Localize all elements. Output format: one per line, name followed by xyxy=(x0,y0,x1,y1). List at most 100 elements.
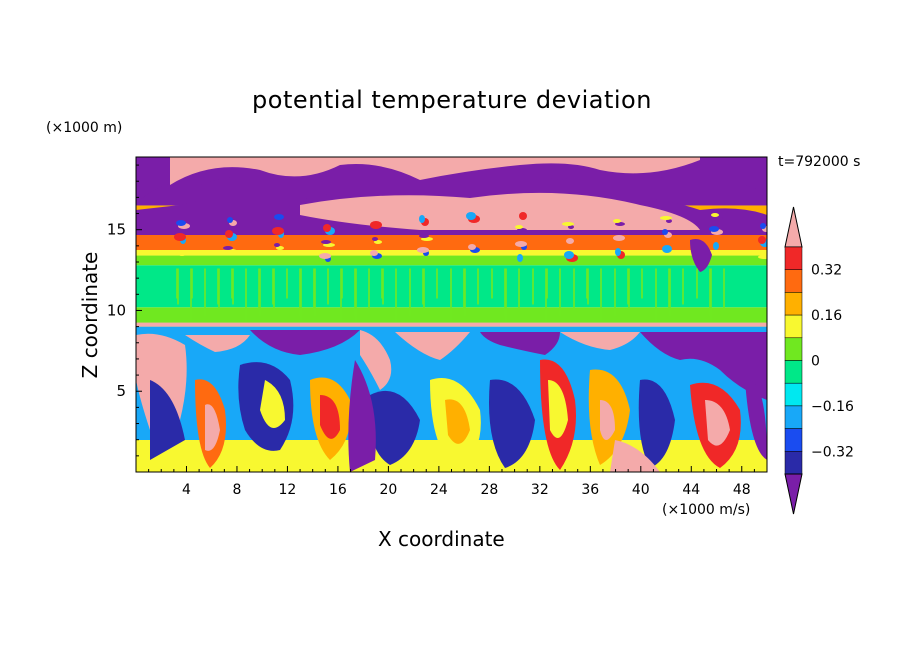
field-blob xyxy=(225,230,233,238)
field-streak xyxy=(341,268,343,299)
colorbar-box xyxy=(784,382,803,407)
field-blob xyxy=(760,223,766,229)
colorbar-box xyxy=(784,269,803,293)
field-blob xyxy=(321,240,331,244)
colorbar-box xyxy=(784,337,803,361)
field-plume-21 xyxy=(548,380,568,438)
field-band-13-5 xyxy=(136,249,767,256)
field-streak xyxy=(191,268,193,299)
field-streak xyxy=(436,268,438,299)
x-ticks: 4 8 12 16 20 24 28 32 36 40 44 48 xyxy=(148,466,755,498)
field-blob xyxy=(615,222,625,226)
field-plume-24 xyxy=(638,379,675,468)
field-blob xyxy=(174,233,186,241)
heatmap-field xyxy=(136,157,767,472)
x-tick-label: 12 xyxy=(279,482,297,498)
field-blob xyxy=(517,228,527,232)
colorbar-label: −0.32 xyxy=(811,444,854,460)
field-blob xyxy=(566,238,574,244)
field-blob xyxy=(370,250,378,256)
field-blob xyxy=(274,214,284,220)
x-tick-label: 28 xyxy=(480,482,498,498)
y-ticks: 5 10 15 xyxy=(107,164,142,457)
field-blob xyxy=(178,252,186,256)
field-streak xyxy=(382,268,384,305)
y-tick-label: 10 xyxy=(107,301,126,319)
field-blob xyxy=(419,234,429,238)
field-streak xyxy=(669,268,671,317)
x-tick-label: 8 xyxy=(232,482,241,498)
x-tick-label: 40 xyxy=(632,482,650,498)
field-plume-26 xyxy=(705,400,730,446)
x-tick-label: 48 xyxy=(733,482,751,498)
field-blob xyxy=(176,220,186,226)
field-blob xyxy=(468,244,476,250)
field-plume-3 xyxy=(360,330,392,390)
field-streak xyxy=(491,268,493,299)
field-streak xyxy=(710,268,712,323)
field-blob xyxy=(272,227,284,235)
colorbar-box xyxy=(784,405,803,429)
field-streak xyxy=(628,268,630,311)
field-streak xyxy=(518,268,520,311)
field-streak xyxy=(546,268,548,299)
field-streak xyxy=(177,268,179,305)
field-blob xyxy=(564,251,574,259)
field-plume-4 xyxy=(395,332,470,360)
x-tick-label: 4 xyxy=(182,482,191,498)
field-streak xyxy=(273,268,275,311)
field-blob xyxy=(709,226,719,232)
field-plume-29 xyxy=(610,440,660,472)
y-unit-label: (×1000 m) xyxy=(46,120,123,136)
field-streak xyxy=(300,268,302,323)
x-tick-label: 20 xyxy=(379,482,397,498)
colorbar-label: 0 xyxy=(811,354,820,370)
field-blob xyxy=(666,219,672,223)
y-tick-label: 15 xyxy=(107,221,126,239)
field-streak xyxy=(641,268,643,299)
field-streak xyxy=(655,268,657,323)
colorbar-box xyxy=(784,246,803,270)
field-plume-28 xyxy=(348,360,376,472)
field-streak xyxy=(587,268,589,305)
x-tick-label: 32 xyxy=(531,482,549,498)
field-blob xyxy=(613,219,621,223)
colorbar-label: 0.32 xyxy=(811,263,842,279)
field-streak xyxy=(559,268,561,317)
field-blob xyxy=(758,236,766,244)
colorbar-box xyxy=(784,428,803,452)
field-plume-1 xyxy=(185,335,250,352)
field-plume-11 xyxy=(205,404,220,451)
field-top-patch-1 xyxy=(170,157,700,185)
field-streak xyxy=(505,268,507,323)
field-plume-6 xyxy=(560,332,640,350)
field-blob xyxy=(662,229,668,235)
field-blob xyxy=(711,213,719,217)
x-tick-label: 16 xyxy=(329,482,347,498)
y-tick-label: 5 xyxy=(116,382,126,400)
field-streak xyxy=(355,268,357,323)
colorbar-box xyxy=(784,314,803,339)
field-blob xyxy=(568,225,574,229)
x-unit-label: (×1000 m/s) xyxy=(662,502,751,518)
field-blob xyxy=(319,253,331,259)
field-streak xyxy=(286,268,288,299)
field-blob xyxy=(470,231,476,235)
field-streak xyxy=(532,268,534,305)
field-blob xyxy=(323,224,331,232)
field-plume-9 xyxy=(150,380,185,460)
field-blob xyxy=(613,235,625,241)
field-blob xyxy=(562,222,574,226)
field-streak xyxy=(450,268,452,323)
field-streak xyxy=(395,268,397,323)
colorbar-label: −0.16 xyxy=(811,399,854,415)
colorbar-extend-bottom xyxy=(784,473,803,515)
field-streak xyxy=(204,268,206,317)
chart-title: potential temperature deviation xyxy=(252,86,652,114)
colorbar-box xyxy=(784,292,803,316)
field-blob xyxy=(713,242,719,250)
field-streak xyxy=(314,268,316,317)
field-blob xyxy=(419,215,425,223)
field-blob xyxy=(519,212,527,220)
